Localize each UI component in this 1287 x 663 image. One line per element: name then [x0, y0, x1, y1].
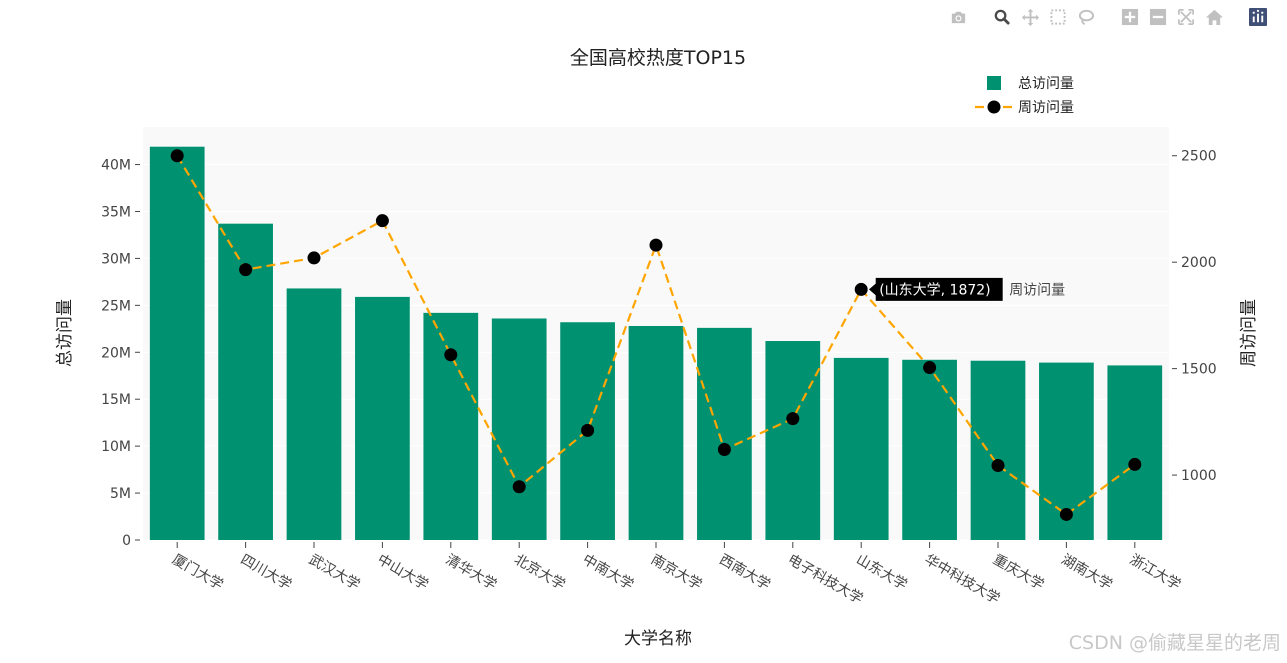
series-point	[991, 458, 1005, 472]
x-tick-label: 厦门大学	[169, 552, 225, 594]
autoscale-button[interactable]	[1175, 6, 1197, 28]
series-point	[512, 480, 526, 494]
y2-tick-label: 2500	[1181, 149, 1217, 165]
y-tick-label: 15M	[101, 392, 131, 408]
bar	[902, 359, 957, 540]
bar	[765, 341, 821, 540]
series-point	[786, 412, 800, 426]
plotly-logo-icon	[1249, 8, 1267, 26]
zoom-in-icon	[1121, 8, 1139, 26]
x-tick-label: 中山大学	[374, 552, 430, 594]
x-tick-label: 北京大学	[511, 552, 567, 594]
bar	[1107, 365, 1163, 540]
camera-button[interactable]	[947, 6, 969, 28]
pan-button[interactable]	[1019, 6, 1041, 28]
y-tick-label: 35M	[101, 204, 131, 220]
x-tick-label: 华中科技大学	[922, 552, 1003, 608]
series-point	[239, 263, 253, 277]
x-tick-label: 重庆大学	[990, 552, 1046, 594]
zoom-out-button[interactable]	[1147, 6, 1169, 28]
x-tick-label: 西南大学	[716, 552, 772, 594]
series-point	[444, 348, 458, 362]
bar	[491, 318, 547, 540]
y-tick-label: 20M	[101, 345, 131, 361]
series-point	[923, 361, 937, 375]
series-point	[1059, 507, 1073, 521]
x-tick-label: 四川大学	[238, 552, 294, 594]
y-axis-title: 总访问量	[55, 299, 75, 367]
y-tick-label: 5M	[110, 486, 131, 502]
reset-axes-button[interactable]	[1203, 6, 1225, 28]
x-tick-label: 湖南大学	[1058, 552, 1114, 594]
y2-axis-title: 周访问量	[1239, 299, 1259, 367]
autoscale-icon	[1178, 9, 1194, 25]
y2-tick-label: 1000	[1181, 468, 1217, 484]
bar	[355, 296, 410, 540]
x-tick-label: 电子科技大学	[785, 552, 866, 608]
y-tick-label: 0	[122, 533, 131, 549]
x-tick-label: 清华大学	[443, 552, 499, 594]
y-tick-label: 40M	[101, 158, 131, 174]
x-tick-label: 浙江大学	[1127, 552, 1183, 594]
legend-swatch-bar	[987, 76, 1001, 90]
y2-axis: 1000 1500 2000 2500	[1172, 149, 1217, 484]
y-tick-label: 10M	[101, 439, 131, 455]
camera-icon	[951, 11, 966, 24]
line-series-周访问量	[170, 149, 1142, 521]
y2-tick-label: 1500	[1181, 362, 1217, 378]
x-tick-label: 南京大学	[648, 552, 704, 594]
x-tick-label: 武汉大学	[306, 552, 362, 594]
hover-text: (山东大学, 1872)	[879, 282, 990, 298]
series-point	[1128, 457, 1142, 471]
watermark: CSDN @偷藏星星的老周	[1068, 632, 1281, 654]
zoom-icon	[994, 9, 1010, 25]
bar	[286, 288, 342, 540]
bar	[149, 146, 205, 540]
series-point	[649, 238, 663, 252]
x-tick-label: 中南大学	[580, 552, 636, 594]
series-point	[717, 443, 731, 457]
series-point	[170, 149, 184, 163]
bar	[697, 327, 752, 540]
legend-swatch-marker	[987, 100, 1001, 114]
lasso-select-icon	[1078, 9, 1095, 25]
hover-box	[867, 276, 1004, 302]
zoom-out-icon	[1149, 8, 1167, 26]
legend-label: 周访问量	[1018, 100, 1074, 116]
reset-axes-icon	[1205, 9, 1223, 26]
x-axis-title: 大学名称	[624, 629, 692, 649]
bar	[218, 223, 273, 540]
hover-label: (山东大学, 1872) 周访问量	[867, 276, 1065, 302]
hover-series-name: 周访问量	[1009, 282, 1065, 298]
series-point	[307, 251, 321, 265]
modebar	[947, 6, 1269, 28]
series-point	[854, 282, 868, 296]
zoom-in-button[interactable]	[1119, 6, 1141, 28]
y-tick-label: 25M	[101, 298, 131, 314]
pan-icon	[1021, 8, 1039, 26]
y-axis: 0 5M 10M 15M 20M 25M 30M 35M 40M	[101, 158, 140, 549]
legend-label: 总访问量	[1018, 76, 1074, 92]
box-select-icon	[1050, 9, 1066, 25]
x-axis: 厦门大学 四川大学 武汉大学 中山大学 清华大学 北京大学 中南大学 南京大学 西南大学 电子科技…	[169, 542, 1183, 607]
bar	[970, 360, 1026, 540]
series-point	[581, 423, 595, 437]
bar	[628, 325, 684, 540]
lasso-select-button[interactable]	[1075, 6, 1097, 28]
plotly-logo-button[interactable]	[1247, 6, 1269, 28]
x-tick-label: 山东大学	[853, 552, 909, 594]
y-tick-label: 30M	[101, 251, 131, 267]
bar	[423, 312, 479, 540]
series-line	[176, 155, 1136, 516]
bar	[833, 357, 889, 540]
zoom-button[interactable]	[991, 6, 1013, 28]
box-select-button[interactable]	[1047, 6, 1069, 28]
chart-title: 全国高校热度TOP15	[570, 47, 746, 69]
series-point	[375, 214, 389, 228]
y2-tick-label: 2000	[1181, 255, 1217, 271]
